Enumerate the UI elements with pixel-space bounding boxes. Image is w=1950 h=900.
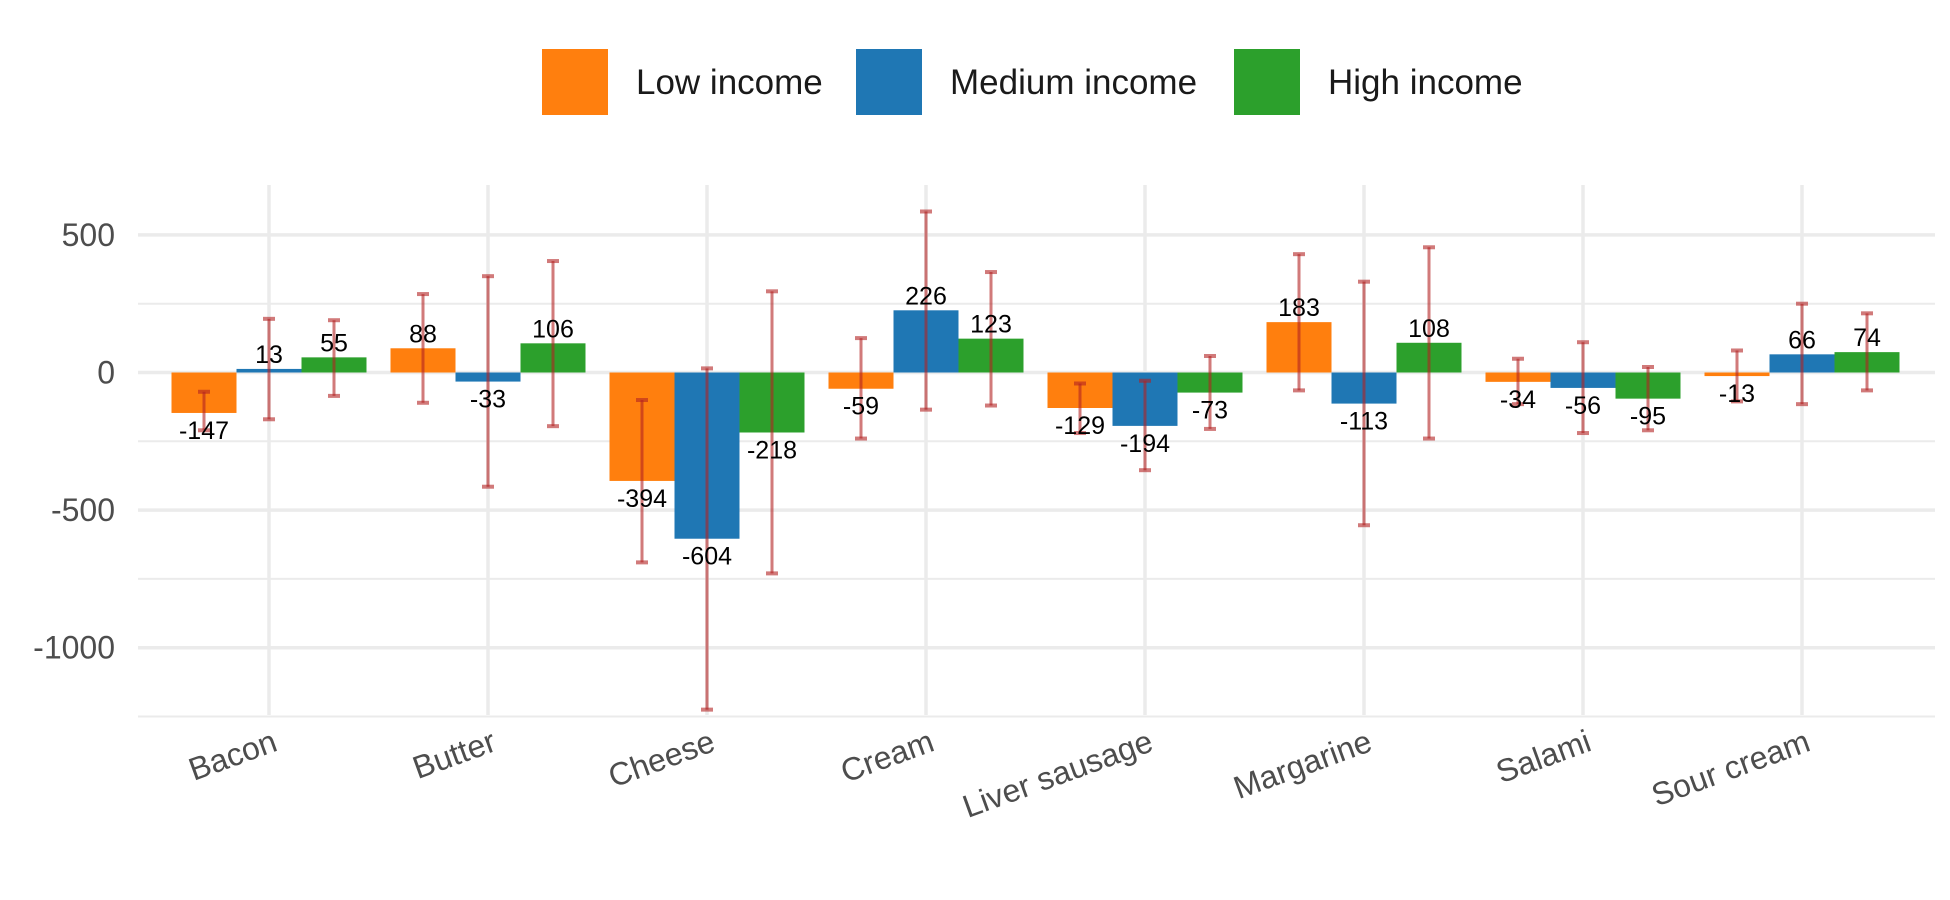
- data-label: -147: [179, 417, 229, 445]
- data-label: -33: [470, 386, 506, 414]
- x-tick-label: Salami: [1491, 723, 1595, 790]
- x-tick-label: Cheese: [603, 723, 719, 795]
- legend-swatch: [542, 49, 608, 115]
- x-tick-label: Liver sausage: [958, 723, 1158, 825]
- x-tick-label: Butter: [408, 723, 501, 786]
- y-tick-label: 500: [62, 217, 115, 253]
- data-label: 74: [1853, 324, 1881, 352]
- legend-swatch: [1234, 49, 1300, 115]
- data-label: 88: [409, 320, 437, 348]
- data-label: 183: [1278, 294, 1320, 322]
- data-label: -59: [843, 393, 879, 421]
- legend-label: Low income: [636, 63, 823, 102]
- data-label: 226: [905, 282, 947, 310]
- y-axis: 500 0 -500 -1000: [33, 217, 115, 666]
- data-label: 106: [532, 315, 574, 343]
- data-label: 66: [1788, 326, 1816, 354]
- data-label: -13: [1719, 380, 1755, 408]
- x-tick-label: Cream: [836, 723, 939, 790]
- y-tick-label: -500: [51, 492, 115, 528]
- data-label: -394: [617, 485, 667, 513]
- data-label: 108: [1408, 315, 1450, 343]
- y-tick-label: -1000: [33, 630, 115, 666]
- x-tick-label: Sour cream: [1647, 723, 1815, 813]
- data-label: -604: [682, 543, 732, 571]
- data-label: -95: [1630, 403, 1666, 431]
- legend-label: High income: [1328, 63, 1523, 102]
- legend: Low income Medium income High income: [542, 49, 1523, 115]
- x-axis: Bacon Butter Cheese Cream Liver sausage Marga…: [184, 723, 1815, 825]
- data-label: 13: [255, 341, 283, 369]
- data-label: 55: [320, 329, 348, 357]
- legend-label: Medium income: [950, 63, 1197, 102]
- x-tick-label: Bacon: [184, 723, 282, 788]
- error-bars: [198, 209, 1873, 712]
- data-label: -218: [747, 436, 797, 464]
- data-label: -56: [1565, 392, 1601, 420]
- data-label: -194: [1120, 430, 1170, 458]
- data-labels: -147 13 55 88 -33 106 -394 -604 -218 -59 226 123 -12…: [179, 282, 1881, 570]
- legend-swatch: [856, 49, 922, 115]
- x-tick-label: Margarine: [1229, 723, 1377, 806]
- data-label: -73: [1192, 397, 1228, 425]
- data-label: -113: [1340, 408, 1388, 436]
- data-label: -129: [1055, 412, 1105, 440]
- y-tick-label: 0: [97, 355, 115, 391]
- data-label: -34: [1500, 386, 1536, 414]
- grid-lines: [138, 185, 1935, 718]
- data-label: 123: [970, 311, 1012, 339]
